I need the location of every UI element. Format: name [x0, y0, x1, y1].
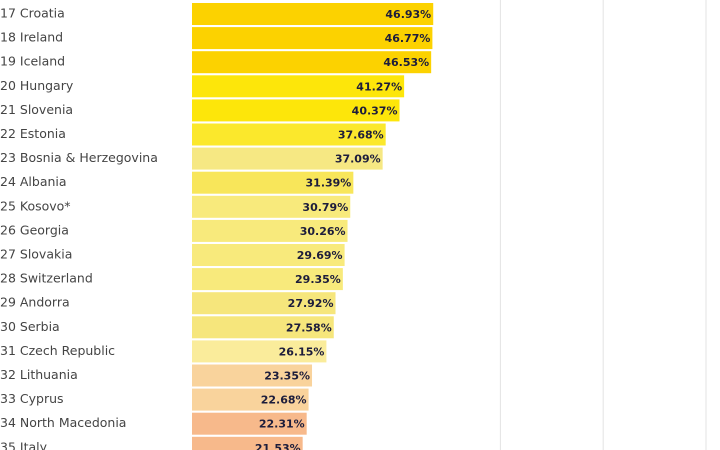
value-label-10: 29.69%: [297, 249, 343, 262]
bars: [192, 3, 434, 450]
value-label-1: 46.77%: [385, 32, 431, 45]
country-label-14: 31 Czech Republic: [0, 343, 115, 358]
country-label-16: 33 Cyprus: [0, 391, 64, 406]
value-labels: 46.93% 46.77% 46.53% 41.27% 40.37% 37.68% 37.0…: [255, 8, 431, 450]
value-label-11: 29.35%: [295, 273, 341, 286]
bar-3: [192, 75, 405, 98]
country-label-18: 35 Italy: [0, 439, 48, 450]
gridlines: [499, 0, 707, 450]
value-label-13: 27.58%: [286, 321, 332, 334]
country-label-12: 29 Andorra: [0, 295, 70, 310]
country-label-5: 22 Estonia: [0, 126, 66, 141]
value-label-7: 31.39%: [306, 177, 352, 190]
country-label-11: 28 Switzerland: [0, 271, 93, 286]
bar-1: [192, 27, 433, 50]
value-label-16: 22.68%: [261, 394, 307, 407]
country-label-9: 26 Georgia: [0, 222, 69, 237]
value-label-14: 26.15%: [279, 345, 325, 358]
value-label-2: 46.53%: [383, 56, 429, 69]
value-label-6: 37.09%: [335, 153, 381, 166]
value-label-17: 22.31%: [259, 418, 305, 431]
country-label-6: 23 Bosnia & Herzegovina: [0, 150, 158, 165]
country-label-8: 25 Kosovo*: [0, 198, 71, 213]
value-label-0: 46.93%: [385, 8, 431, 21]
country-label-4: 21 Slovenia: [0, 102, 73, 117]
value-label-9: 30.26%: [300, 225, 346, 238]
value-label-5: 37.68%: [338, 129, 384, 142]
bar-10: [192, 244, 345, 266]
value-label-12: 27.92%: [288, 297, 334, 310]
bar-18: [192, 436, 303, 450]
country-label-1: 18 Ireland: [0, 30, 63, 45]
bar-12: [192, 292, 336, 315]
bar-7: [192, 171, 354, 194]
bar-5: [192, 123, 386, 146]
bar-4: [192, 99, 400, 122]
value-label-8: 30.79%: [302, 201, 348, 214]
value-label-15: 23.35%: [264, 370, 310, 383]
bar-8: [192, 195, 351, 218]
bar-2: [192, 51, 432, 74]
bar-9: [192, 219, 348, 242]
bar-11: [192, 268, 343, 291]
value-label-4: 40.37%: [352, 104, 398, 117]
bar-0: [192, 3, 434, 25]
bar-16: [192, 388, 309, 411]
value-label-18: 21.53%: [255, 442, 301, 450]
bar-15: [192, 364, 313, 387]
country-label-15: 32 Lithuania: [0, 367, 78, 382]
bar-13: [192, 316, 334, 339]
bar-17: [192, 412, 307, 435]
country-label-17: 34 North Macedonia: [0, 415, 126, 430]
bar-6: [192, 147, 383, 170]
country-label-2: 19 Iceland: [0, 54, 65, 69]
value-label-3: 41.27%: [356, 80, 402, 93]
country-label-7: 24 Albania: [0, 174, 67, 189]
country-label-10: 27 Slovakia: [0, 247, 72, 262]
country-label-0: 17 Croatia: [0, 6, 65, 21]
country-label-13: 30 Serbia: [0, 319, 60, 334]
country-labels: 17 Croatia 18 Ireland 19 Iceland 20 Hungary…: [0, 6, 158, 450]
country-label-3: 20 Hungary: [0, 78, 74, 93]
bar-14: [192, 340, 327, 363]
